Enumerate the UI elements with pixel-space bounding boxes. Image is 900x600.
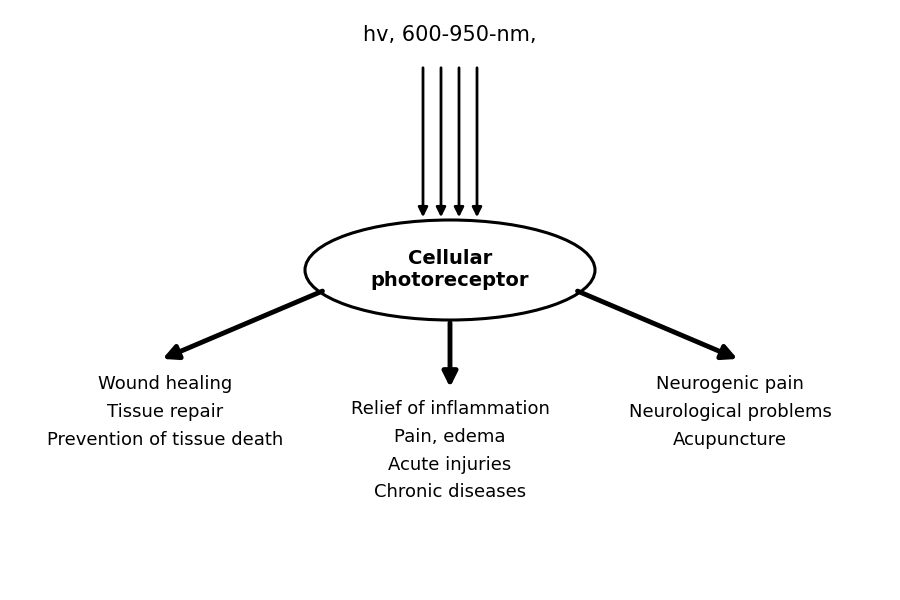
Text: Relief of inflammation
Pain, edema
Acute injuries
Chronic diseases: Relief of inflammation Pain, edema Acute… — [351, 400, 549, 502]
Text: Neurogenic pain
Neurological problems
Acupuncture: Neurogenic pain Neurological problems Ac… — [628, 375, 832, 449]
Text: Cellular
photoreceptor: Cellular photoreceptor — [371, 250, 529, 290]
Ellipse shape — [305, 220, 595, 320]
Text: hv, 600-950-nm,: hv, 600-950-nm, — [364, 25, 536, 45]
Text: Wound healing
Tissue repair
Prevention of tissue death: Wound healing Tissue repair Prevention o… — [47, 375, 284, 449]
